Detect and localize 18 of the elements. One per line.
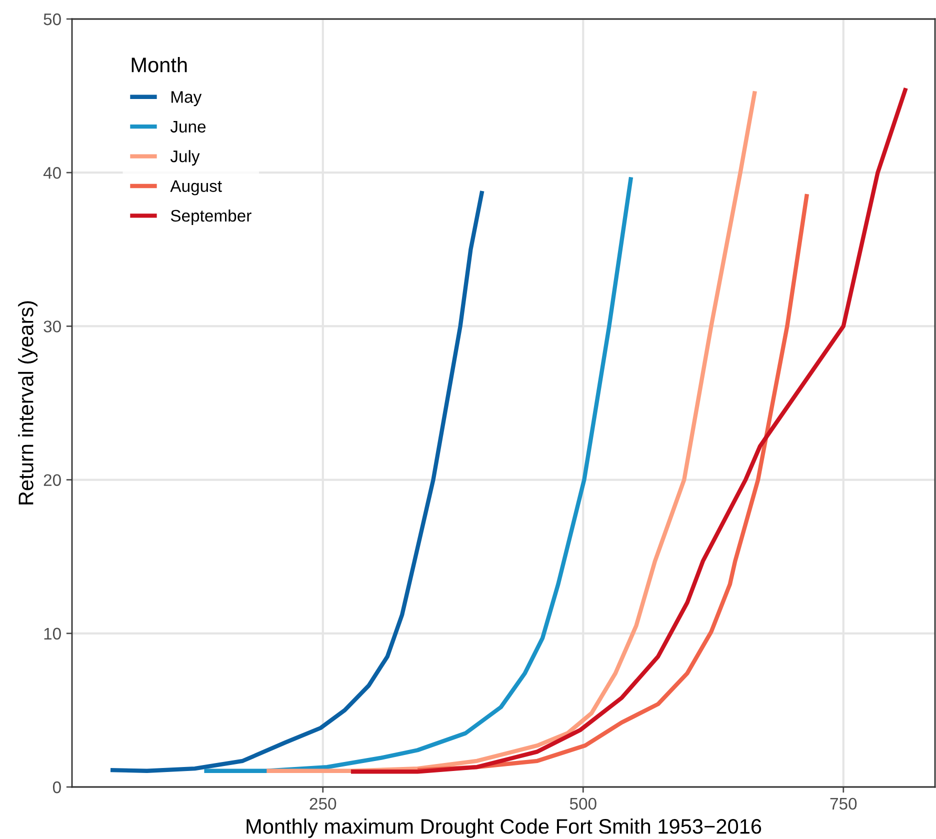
x-tick-label: 250 [310,798,336,810]
y-tick-label: 0 [52,781,61,794]
y-axis-title: Return interval (years) [18,301,38,504]
legend-label: August [170,180,222,196]
legend-label: June [170,120,206,133]
y-tick-label: 50 [44,13,61,26]
legend-label: July [170,150,200,166]
legend-label: May [172,91,202,106]
x-tick-label: 750 [830,798,857,810]
y-tick-label: 10 [44,628,61,640]
x-tick-label: 500 [570,798,596,810]
x-axis-title: Monthly maximum Drought Code Fort Smith 1953−2016 [246,818,762,838]
y-tick-label: 30 [44,320,61,332]
line-series [264,89,757,773]
y-tick-label: 20 [44,474,61,486]
y-tick-label: 40 [43,167,61,179]
legend-title: Month [132,57,187,72]
legend-label: September [170,209,252,225]
